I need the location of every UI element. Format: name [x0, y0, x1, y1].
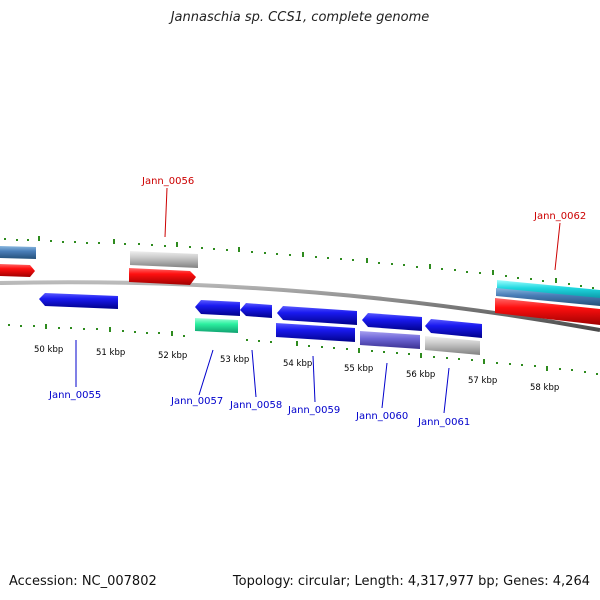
scale-label: 51 kbp	[96, 348, 125, 358]
lower-tick-row	[8, 324, 598, 375]
gene-arrow	[39, 293, 118, 309]
scale-label: 57 kbp	[468, 376, 497, 386]
label-leaders	[75, 187, 561, 414]
minus-strand-features	[39, 293, 482, 355]
gene-arrow	[496, 288, 600, 306]
map-title: Jannaschia sp. CCS1, complete genome	[170, 10, 430, 25]
gene-arrow	[0, 246, 36, 259]
scale-label: 56 kbp	[406, 370, 435, 380]
genome-summary: Topology: circular; Length: 4,317,977 bp…	[232, 574, 590, 589]
upper-tick-row	[4, 236, 594, 289]
gene-arrow	[129, 268, 196, 285]
scale-label: 54 kbp	[283, 359, 312, 369]
gene-label-jann-0062: Jann_0062	[533, 211, 586, 222]
gene-label-jann-0058: Jann_0058	[229, 400, 282, 411]
scale-label: 50 kbp	[34, 345, 63, 355]
scale-label: 53 kbp	[220, 355, 249, 365]
genome-backbone	[0, 280, 600, 332]
gene-arrow	[277, 306, 357, 325]
gene-arrow	[360, 331, 420, 349]
gene-arrow	[495, 298, 600, 325]
gene-arrow	[195, 318, 238, 333]
gene-label-jann-0060: Jann_0060	[355, 411, 408, 422]
gene-label-jann-0061: Jann_0061	[417, 417, 470, 428]
gene-arrow	[0, 264, 35, 277]
gene-label-jann-0059: Jann_0059	[287, 405, 340, 416]
scale-label: 55 kbp	[344, 364, 373, 374]
gene-arrow	[195, 300, 240, 316]
gene-arrow	[497, 280, 600, 300]
gene-arrow	[130, 251, 198, 268]
accession-label: Accession: NC_007802	[9, 574, 157, 589]
gene-label-jann-0056: Jann_0056	[141, 176, 194, 187]
gene-labels: Jann_0055 Jann_0056 Jann_0057 Jann_0058 …	[48, 176, 586, 428]
gene-label-jann-0055: Jann_0055	[48, 390, 101, 401]
plus-strand-features	[0, 246, 600, 325]
gene-arrow	[276, 323, 355, 342]
gene-arrow	[425, 336, 480, 355]
gene-arrow	[362, 313, 422, 331]
scale-label: 58 kbp	[530, 383, 559, 393]
gene-arrow	[425, 319, 482, 338]
scale-label: 52 kbp	[158, 351, 187, 361]
gene-arrow	[240, 303, 272, 318]
gene-label-jann-0057: Jann_0057	[170, 396, 223, 407]
scale-labels: 50 kbp 51 kbp 52 kbp 53 kbp 54 kbp 55 kb…	[34, 345, 559, 393]
